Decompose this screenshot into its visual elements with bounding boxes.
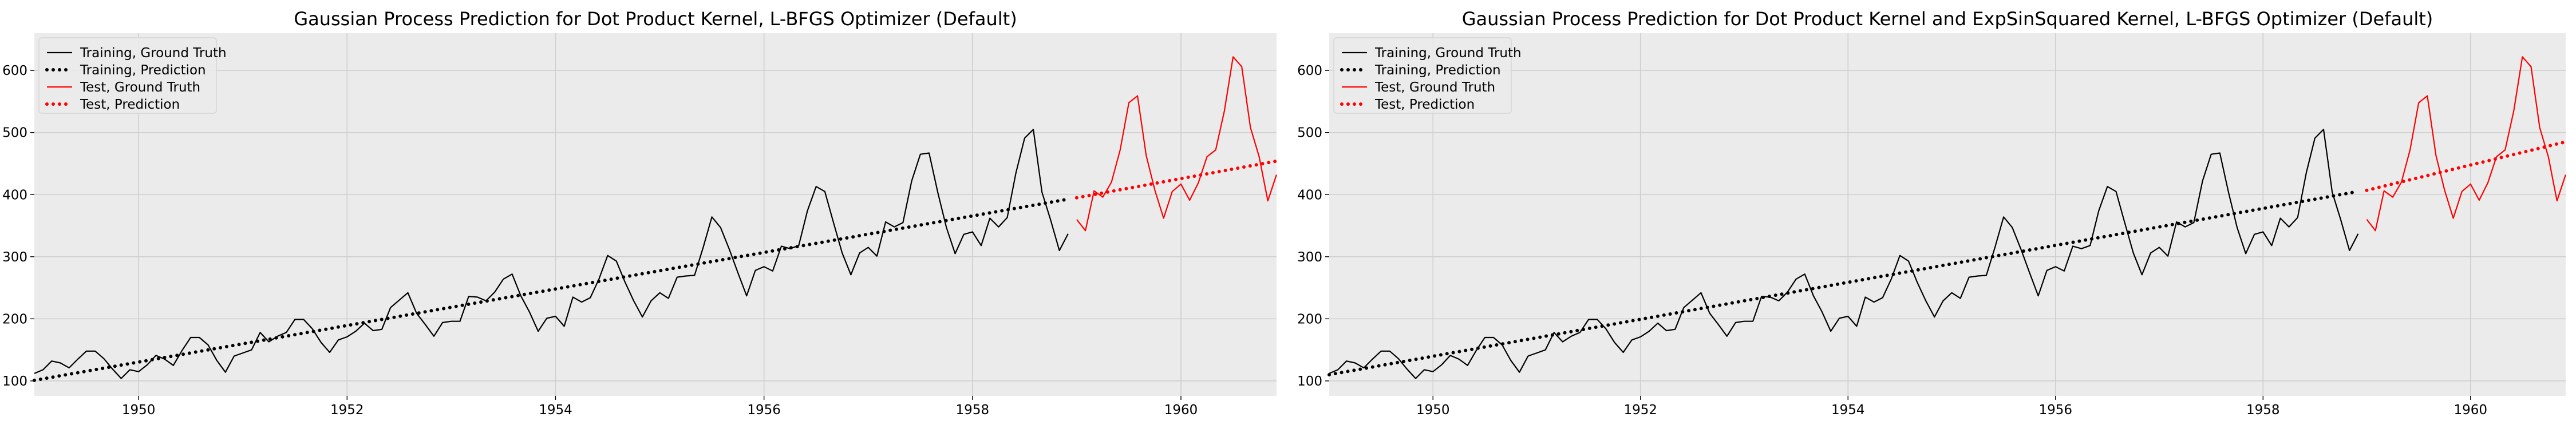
x-axis: 1950 1952 1954 1956 1958 1960 — [122, 396, 1198, 418]
y-tick-label: 600 — [1297, 63, 1322, 78]
legend-box — [1333, 37, 1512, 114]
series-line-train-truth — [1329, 129, 2359, 379]
legend-box — [38, 37, 217, 114]
chart-title: Gaussian Process Prediction for Dot Prod… — [1462, 8, 2433, 30]
legend-label: Training, Ground Truth — [1374, 46, 1522, 61]
y-tick-label: 300 — [2, 250, 27, 265]
x-tick-label: 1960 — [2454, 403, 2488, 418]
series-line-train-pred — [33, 197, 1070, 382]
y-tick-label: 600 — [2, 63, 27, 78]
x-tick-label: 1960 — [1164, 403, 1198, 418]
series-line-test-pred — [1074, 159, 1278, 200]
series-layer — [1327, 56, 2567, 379]
y-tick-label: 500 — [1297, 126, 1322, 141]
y-tick-label: 100 — [1297, 374, 1322, 389]
x-tick-label: 1950 — [122, 403, 156, 418]
series-line-test-pred — [2365, 140, 2567, 192]
x-tick-label: 1958 — [956, 403, 990, 418]
y-tick-label: 200 — [2, 312, 27, 327]
x-tick-label: 1952 — [330, 403, 364, 418]
plot-area — [34, 33, 1277, 396]
x-tick-label: 1952 — [1623, 403, 1657, 418]
series-line-train-pred — [1327, 189, 2360, 377]
y-tick-label: 400 — [2, 188, 27, 202]
series-line-train-truth — [34, 129, 1069, 379]
legend-label: Training, Prediction — [80, 63, 206, 78]
x-tick-label: 1956 — [2039, 403, 2073, 418]
x-tick-label: 1958 — [2246, 403, 2280, 418]
y-tick-label: 300 — [1297, 250, 1322, 265]
grid — [1329, 33, 2566, 396]
y-tick-label: 500 — [2, 126, 27, 141]
x-axis: 1950 1952 1954 1956 1958 1960 — [1416, 396, 2487, 418]
y-axis: 100 200 300 400 500 600 — [2, 63, 34, 389]
series-layer — [33, 56, 1278, 382]
plot-area — [1329, 33, 2566, 396]
chart-title: Gaussian Process Prediction for Dot Prod… — [294, 8, 1017, 30]
series-line-test-truth — [2366, 56, 2566, 232]
grid — [34, 33, 1277, 396]
legend-label: Test, Ground Truth — [80, 80, 200, 95]
x-tick-label: 1954 — [539, 403, 572, 418]
legend-label: Test, Prediction — [1374, 97, 1475, 112]
x-tick-label: 1956 — [747, 403, 781, 418]
y-tick-label: 400 — [1297, 188, 1322, 202]
legend-label: Test, Ground Truth — [1374, 80, 1495, 95]
y-axis: 100 200 300 400 500 600 — [1297, 63, 1329, 389]
series-line-test-truth — [1076, 56, 1277, 232]
legend-label: Training, Ground Truth — [80, 46, 227, 61]
y-tick-label: 200 — [1297, 312, 1322, 327]
x-tick-label: 1950 — [1416, 403, 1450, 418]
legend-label: Test, Prediction — [80, 97, 180, 112]
legend: Training, Ground Truth Training, Predicti… — [38, 37, 227, 114]
y-tick-label: 100 — [2, 374, 27, 389]
legend-label: Training, Prediction — [1374, 63, 1501, 78]
legend: Training, Ground Truth Training, Predicti… — [1333, 37, 1522, 114]
x-tick-label: 1954 — [1831, 403, 1865, 418]
